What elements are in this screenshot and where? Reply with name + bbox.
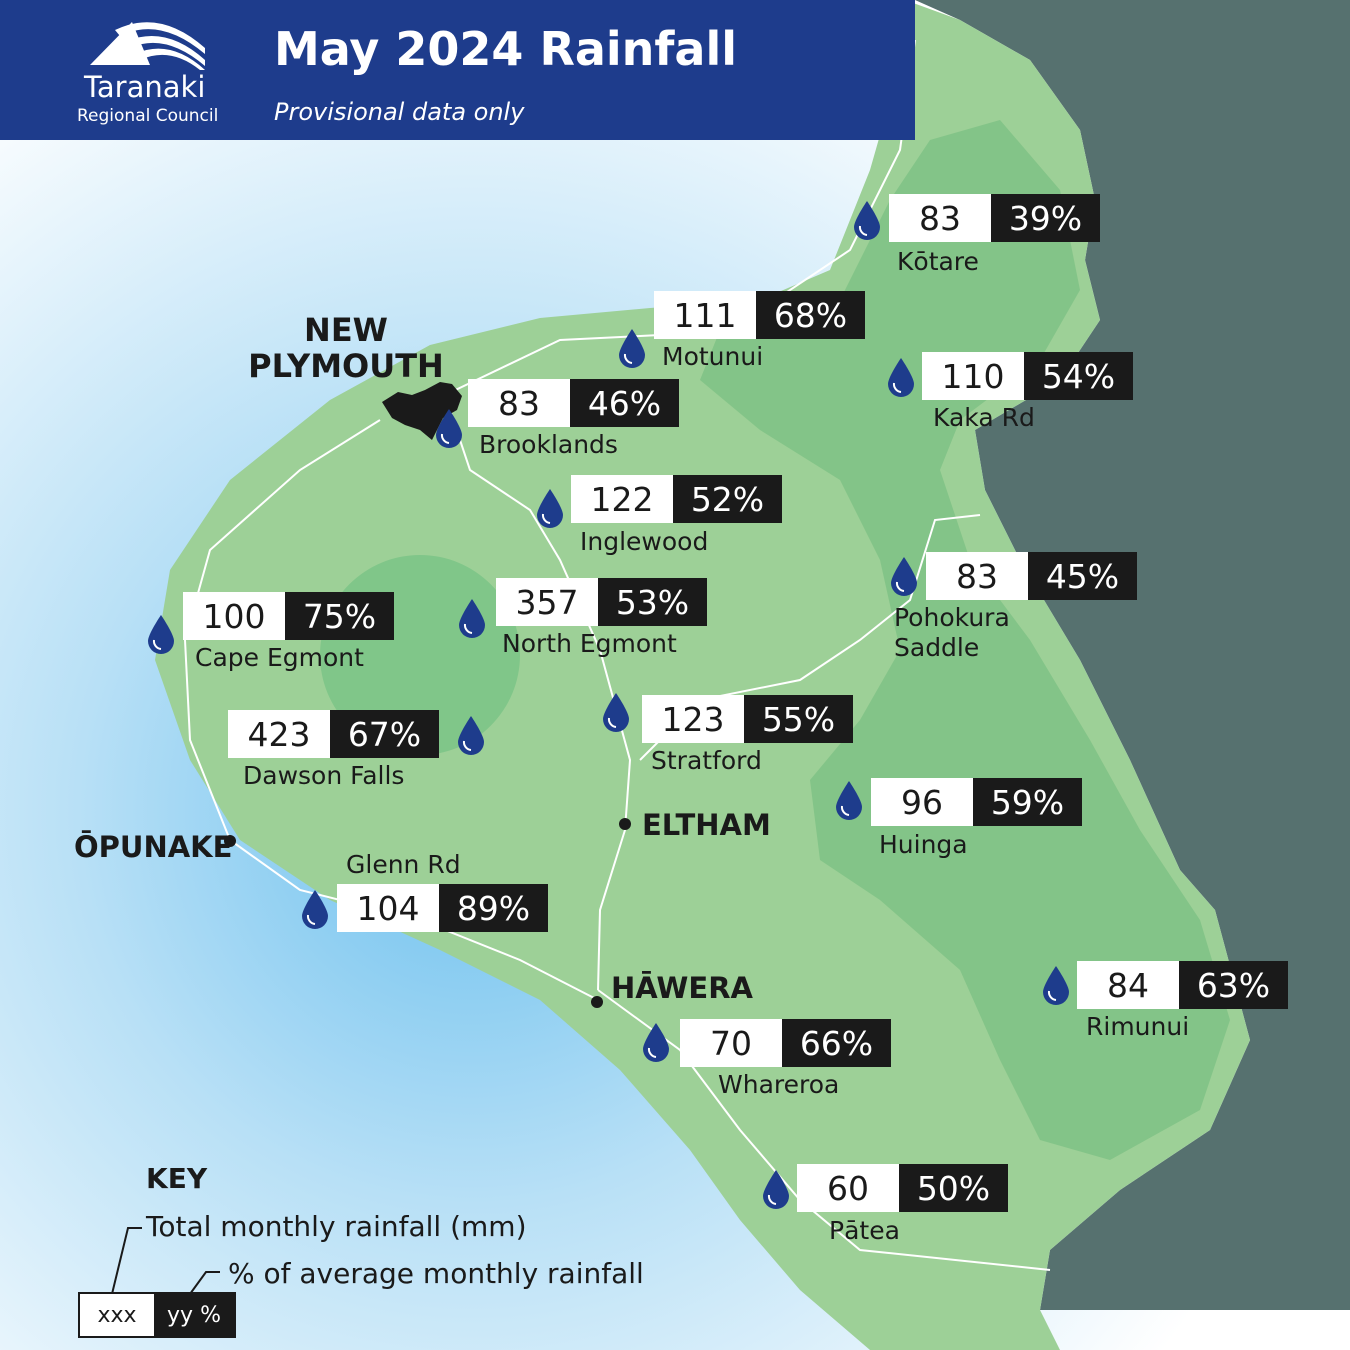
station-box-huinga: 96 59%	[871, 778, 1082, 826]
raindrop-icon	[763, 1170, 789, 1209]
key-example-box: xxx yy %	[78, 1292, 236, 1338]
new-plymouth-urban-area	[382, 382, 462, 440]
percent-value: 68%	[756, 291, 865, 339]
station-box-kotare: 83 39%	[889, 194, 1100, 242]
key-title: KEY	[146, 1162, 208, 1195]
rainfall-value: 70	[680, 1019, 782, 1067]
station-name-huinga: Huinga	[879, 830, 968, 859]
station-box-dawson-falls: 423 67%	[228, 710, 439, 758]
key-leader-lines	[111, 1227, 220, 1295]
percent-value: 46%	[570, 379, 679, 427]
raindrop-icon	[619, 329, 645, 368]
rainfall-value: 122	[571, 475, 673, 523]
station-name-patea: Pātea	[829, 1216, 900, 1245]
header-banner: Taranaki Regional Council May 2024 Rainf…	[0, 0, 915, 140]
rainfall-value: 123	[642, 695, 744, 743]
rainfall-value: 357	[496, 578, 598, 626]
percent-value: 45%	[1028, 552, 1137, 600]
percent-value: 55%	[744, 695, 853, 743]
station-box-inglewood: 122 52%	[571, 475, 782, 523]
station-name-kotare: Kōtare	[897, 247, 979, 276]
station-box-kaka-rd: 110 54%	[922, 352, 1133, 400]
rainfall-value: 83	[889, 194, 991, 242]
org-subname: Regional Council	[77, 106, 219, 126]
station-name-inglewood: Inglewood	[580, 527, 709, 556]
town-dot-eltham	[619, 818, 631, 830]
town-dot-hawera	[591, 996, 603, 1008]
rainfall-value: 110	[922, 352, 1024, 400]
station-box-north-egmont: 357 53%	[496, 578, 707, 626]
station-name-north-egmont: North Egmont	[502, 629, 677, 658]
raindrop-icon	[537, 489, 563, 528]
percent-value: 66%	[782, 1019, 891, 1067]
raindrop-icon	[1043, 966, 1069, 1005]
city-label-new-plymouth: NEW PLYMOUTH	[248, 311, 444, 385]
rainfall-value: 84	[1077, 961, 1179, 1009]
percent-value: 89%	[439, 884, 548, 932]
raindrop-icon	[643, 1023, 669, 1062]
station-box-whareroa: 70 66%	[680, 1019, 891, 1067]
rainfall-value: 83	[926, 552, 1028, 600]
percent-value: 63%	[1179, 961, 1288, 1009]
rainfall-value: 104	[337, 884, 439, 932]
town-label-eltham: ELTHAM	[642, 808, 771, 842]
rainfall-value: 100	[183, 592, 285, 640]
town-label-opunake: ŌPUNAKE	[74, 830, 233, 864]
station-name-glenn-rd: Glenn Rd	[346, 850, 461, 879]
station-name-pohokura-saddle: Pohokura Saddle	[894, 603, 1010, 662]
raindrop-icon	[888, 358, 914, 397]
station-box-cape-egmont: 100 75%	[183, 592, 394, 640]
raindrop-icon	[603, 693, 629, 732]
station-name-whareroa: Whareroa	[718, 1070, 840, 1099]
key-percent-example: yy %	[154, 1294, 234, 1336]
percent-value: 75%	[285, 592, 394, 640]
percent-value: 54%	[1024, 352, 1133, 400]
station-name-stratford: Stratford	[651, 746, 762, 775]
key-rainfall-label: Total monthly rainfall (mm)	[146, 1210, 527, 1243]
station-name-dawson-falls: Dawson Falls	[243, 761, 405, 790]
station-box-motunui: 111 68%	[654, 291, 865, 339]
station-box-glenn-rd: 104 89%	[337, 884, 548, 932]
station-box-stratford: 123 55%	[642, 695, 853, 743]
raindrop-icon	[459, 599, 485, 638]
percent-value: 52%	[673, 475, 782, 523]
percent-value: 59%	[973, 778, 1082, 826]
raindrop-icon	[854, 201, 880, 240]
percent-value: 67%	[330, 710, 439, 758]
station-name-kaka-rd: Kaka Rd	[933, 403, 1035, 432]
station-name-cape-egmont: Cape Egmont	[195, 643, 364, 672]
key-value-example: xxx	[80, 1294, 154, 1336]
raindrop-icon	[836, 781, 862, 820]
raindrop-icon	[302, 890, 328, 929]
raindrop-icon	[458, 716, 484, 755]
town-dot-opunake	[224, 835, 236, 847]
raindrop-icon	[436, 409, 462, 448]
raindrop-icon	[891, 557, 917, 596]
town-label-hawera: HĀWERA	[611, 971, 753, 1005]
key-percent-label: % of average monthly rainfall	[228, 1257, 644, 1290]
station-box-brooklands: 83 46%	[468, 379, 679, 427]
rainfall-value: 60	[797, 1164, 899, 1212]
station-box-patea: 60 50%	[797, 1164, 1008, 1212]
percent-value: 50%	[899, 1164, 1008, 1212]
station-name-rimunui: Rimunui	[1086, 1012, 1190, 1041]
taranaki-logo-icon	[90, 22, 205, 70]
rainfall-value: 83	[468, 379, 570, 427]
hill-country	[700, 120, 1230, 1160]
page-subtitle: Provisional data only	[274, 98, 525, 126]
percent-value: 53%	[598, 578, 707, 626]
station-box-pohokura-saddle: 83 45%	[926, 552, 1137, 600]
station-name-brooklands: Brooklands	[479, 430, 618, 459]
percent-value: 39%	[991, 194, 1100, 242]
rainfall-value: 96	[871, 778, 973, 826]
station-box-rimunui: 84 63%	[1077, 961, 1288, 1009]
rainfall-value: 111	[654, 291, 756, 339]
page-title: May 2024 Rainfall	[274, 22, 738, 76]
org-name: Taranaki	[84, 70, 206, 104]
rainfall-value: 423	[228, 710, 330, 758]
raindrop-icon	[148, 615, 174, 654]
station-name-motunui: Motunui	[662, 342, 764, 371]
